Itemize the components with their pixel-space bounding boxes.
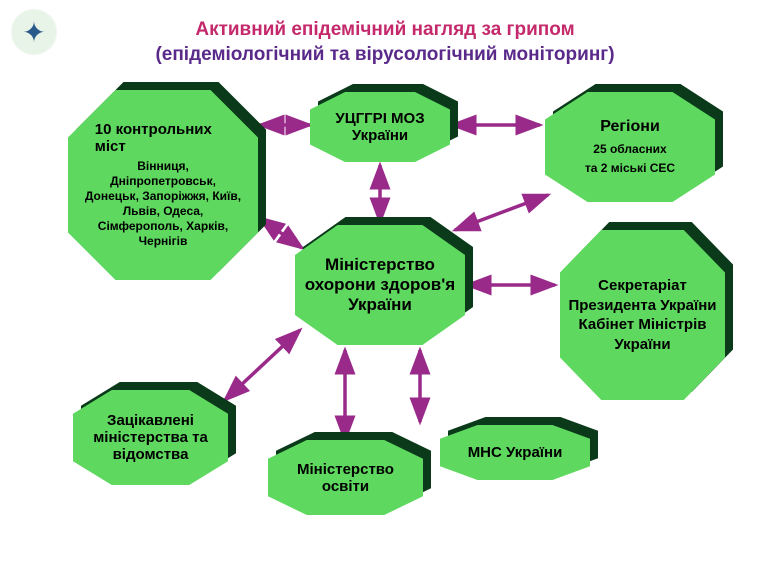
node-regions-body2: та 2 міські СЕС (585, 161, 675, 176)
node-regions-body1: 25 обласних (593, 142, 666, 157)
node-regions-title: Регіони (600, 118, 660, 136)
node-mns: МНС України (440, 425, 590, 480)
node-top-label: УЦГГРІ МОЗ України (316, 110, 444, 144)
title-line-2: (епідеміологічний та вірусологічний моні… (0, 43, 770, 68)
node-secretariat: Секретаріат Президента України Кабінет М… (560, 230, 725, 400)
title-line-1: Активний епідемічний нагляд за грипом (0, 18, 770, 43)
node-mns-label: МНС України (468, 444, 563, 461)
page-title: Активний епідемічний нагляд за грипом (е… (0, 18, 770, 67)
node-regions: Регіони 25 обласних та 2 міські СЕС (545, 92, 715, 202)
node-cities-body: Вінниця, Дніпропетровськ, Донецьк, Запор… (85, 159, 242, 249)
node-center: Міністерство охорони здоров'я України (295, 225, 465, 345)
node-interested-label: Зацікавлені міністерства та відомства (79, 412, 222, 463)
node-cities: 10 контрольних міст Вінниця, Дніпропетро… (68, 90, 258, 280)
node-interested: Зацікавлені міністерства та відомства (73, 390, 228, 485)
node-center-label: Міністерство охорони здоров'я України (301, 255, 459, 315)
node-education: Міністерство освіти (268, 440, 423, 515)
node-education-label: Міністерство освіти (274, 461, 417, 495)
node-secretariat-label: Секретаріат Президента України Кабінет М… (566, 276, 719, 354)
node-top: УЦГГРІ МОЗ України (310, 92, 450, 162)
node-cities-title: 10 контрольних міст (89, 121, 237, 155)
